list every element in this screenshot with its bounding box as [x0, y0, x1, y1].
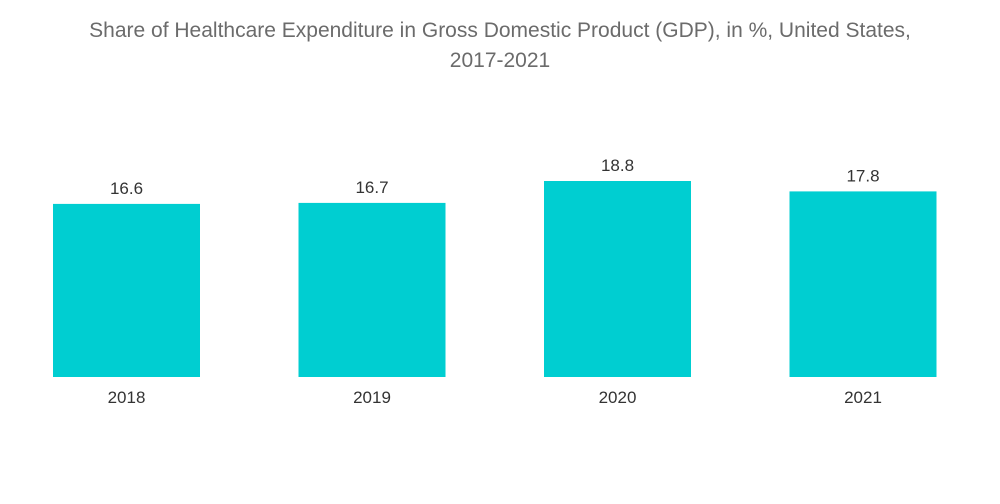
x-tick-label-2019: 2019 — [353, 388, 391, 407]
chart-title: Share of Healthcare Expenditure in Gross… — [0, 16, 1000, 76]
x-tick-label-2018: 2018 — [108, 388, 146, 407]
chart-title-line-2: 2017-2021 — [449, 49, 551, 72]
bar-2021 — [789, 191, 937, 377]
x-tick-label-2021: 2021 — [844, 388, 882, 407]
data-label-2019: 16.7 — [355, 178, 388, 197]
bar-2020 — [544, 181, 691, 377]
data-label-2020: 18.8 — [601, 156, 634, 175]
data-label-2018: 16.6 — [110, 179, 143, 198]
bar-2019 — [298, 202, 446, 377]
data-label-2021: 17.8 — [846, 166, 879, 185]
x-tick-label-2020: 2020 — [599, 388, 637, 407]
chart-title-line-1: Share of Healthcare Expenditure in Gross… — [89, 19, 911, 42]
bar-2018 — [53, 203, 200, 377]
